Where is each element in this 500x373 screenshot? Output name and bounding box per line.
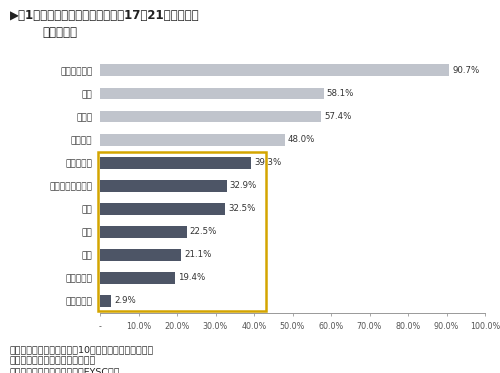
Text: ▶図1　《業種別》大企業寡占度：17～21年度平均売: ▶図1 《業種別》大企業寡占度：17～21年度平均売 xyxy=(10,9,200,22)
Text: 58.1%: 58.1% xyxy=(327,89,354,98)
Text: （注２）金融業・保険業を除く。: （注２）金融業・保険業を除く。 xyxy=(10,356,96,365)
Bar xyxy=(100,157,252,169)
Bar xyxy=(100,249,181,261)
Text: 19.4%: 19.4% xyxy=(178,273,205,282)
Text: （注１）大企業とは資本金10億円以上の企業を指す。: （注１）大企業とは資本金10億円以上の企業を指す。 xyxy=(10,345,154,354)
Bar xyxy=(100,134,285,145)
Bar xyxy=(100,88,324,100)
Bar xyxy=(100,226,186,238)
Text: 上高ベース: 上高ベース xyxy=(42,26,78,39)
Text: 21.1%: 21.1% xyxy=(184,250,212,259)
Text: 90.7%: 90.7% xyxy=(452,66,479,75)
Bar xyxy=(100,272,174,283)
Text: 57.4%: 57.4% xyxy=(324,112,351,121)
Bar xyxy=(100,179,226,192)
Text: 32.9%: 32.9% xyxy=(230,181,257,190)
Text: 32.5%: 32.5% xyxy=(228,204,256,213)
Text: 2.9%: 2.9% xyxy=(114,296,136,305)
Text: 出所：法人企業統計調査よりEYSC作成: 出所：法人企業統計調査よりEYSC作成 xyxy=(10,367,120,373)
Bar xyxy=(100,203,225,214)
Text: 48.0%: 48.0% xyxy=(288,135,316,144)
Bar xyxy=(98,153,266,311)
Bar xyxy=(100,110,321,122)
Bar xyxy=(100,295,111,307)
Text: 39.3%: 39.3% xyxy=(254,158,281,167)
Bar xyxy=(100,65,449,76)
Text: 22.5%: 22.5% xyxy=(190,227,217,236)
